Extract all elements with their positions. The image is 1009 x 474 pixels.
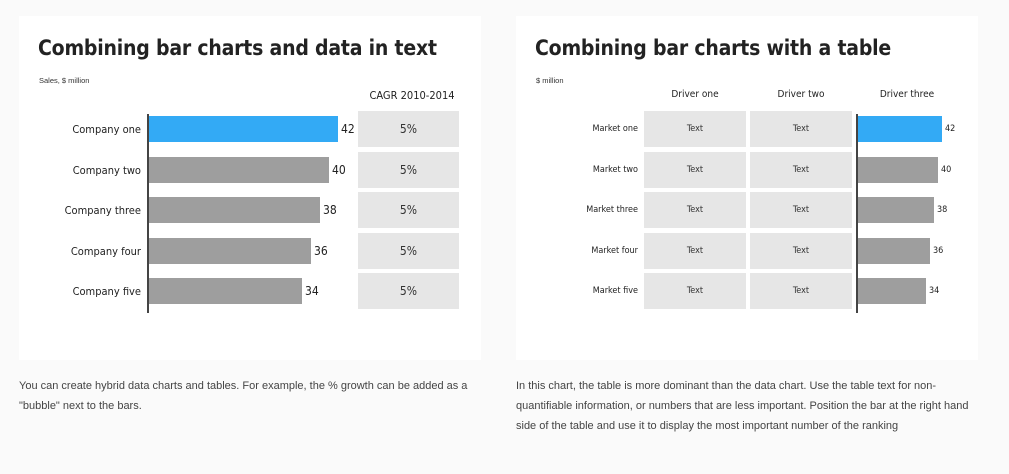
bar xyxy=(149,197,320,223)
data-label: 34 xyxy=(929,286,940,296)
category-label: Market three xyxy=(586,205,638,215)
unit-label: $ million xyxy=(536,76,564,85)
table-cell: Text xyxy=(644,273,746,309)
cagr-cell: 5% xyxy=(358,232,459,269)
y-axis-line xyxy=(856,114,858,313)
bar xyxy=(858,197,934,223)
data-label: 42 xyxy=(945,124,956,134)
bar xyxy=(858,237,930,264)
category-label: Market five xyxy=(592,286,638,296)
table-cell: Text xyxy=(644,232,746,269)
category-label: Market one xyxy=(592,124,638,134)
driver-one-header: Driver one xyxy=(671,89,719,100)
driver-three-header: Driver three xyxy=(879,89,935,100)
cagr-cell: 5% xyxy=(358,111,459,147)
data-label: 38 xyxy=(323,203,337,217)
data-label: 34 xyxy=(305,284,319,298)
category-label: Company four xyxy=(70,244,141,258)
unit-label: Sales, $ million xyxy=(39,76,90,85)
chart-title: Combining bar charts and data in text xyxy=(38,36,437,60)
data-label: 36 xyxy=(314,243,328,258)
y-axis-line xyxy=(147,114,149,313)
table-cell: Text xyxy=(644,151,746,188)
data-label: 40 xyxy=(332,162,346,177)
bar xyxy=(149,278,302,304)
cagr-column-header: CAGR 2010-2014 xyxy=(369,89,455,102)
category-label: Company one xyxy=(72,123,141,136)
table-cell: Text xyxy=(750,151,852,188)
data-label: 40 xyxy=(941,164,952,175)
table-cell: Text xyxy=(750,111,852,147)
data-label: 38 xyxy=(937,205,948,215)
driver-two-header: Driver two xyxy=(777,89,825,100)
bar xyxy=(149,156,329,183)
caption-right: In this chart, the table is more dominan… xyxy=(516,380,969,432)
cagr-cell: 5% xyxy=(358,273,459,309)
bar xyxy=(149,237,311,264)
chart-panel-left: Combining bar charts and data in text Sa… xyxy=(19,16,481,360)
cagr-cell: 5% xyxy=(358,151,459,188)
bar xyxy=(858,278,926,304)
caption-left: You can create hybrid data charts and ta… xyxy=(19,380,468,412)
table-cell: Text xyxy=(750,232,852,269)
chart-panel-right: Combining bar charts with a table $ mill… xyxy=(516,16,978,360)
category-label: Company five xyxy=(72,285,141,298)
table-cell: Text xyxy=(750,273,852,309)
bar xyxy=(858,116,942,142)
bar xyxy=(149,116,338,142)
cagr-cell: 5% xyxy=(358,192,459,228)
chart-title: Combining bar charts with a table xyxy=(535,36,892,60)
category-label: Company three xyxy=(64,204,141,217)
category-label: Market two xyxy=(592,164,638,175)
table-cell: Text xyxy=(750,192,852,228)
category-label: Company two xyxy=(72,163,141,177)
data-label: 42 xyxy=(341,122,355,136)
data-label: 36 xyxy=(933,245,944,256)
table-cell: Text xyxy=(644,111,746,147)
category-label: Market four xyxy=(591,245,638,256)
bar xyxy=(858,156,938,183)
table-cell: Text xyxy=(644,192,746,228)
